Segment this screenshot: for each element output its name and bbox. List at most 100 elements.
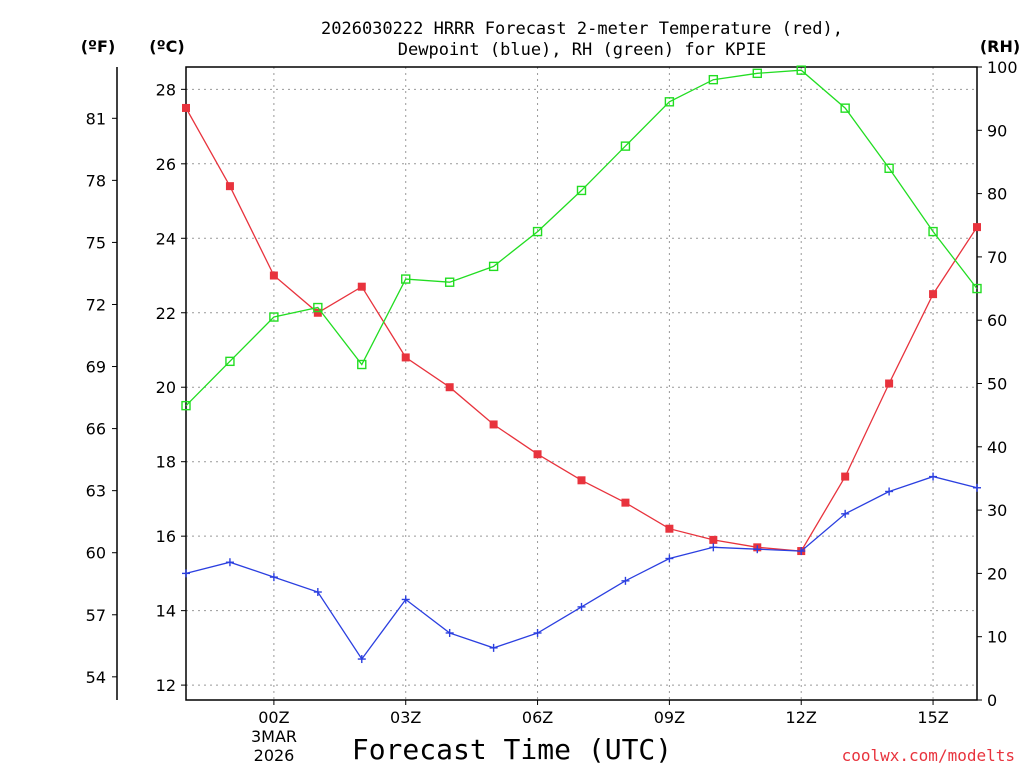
rh-point <box>708 74 719 85</box>
celsius-tick-label: 18 <box>156 453 176 472</box>
2-meter-temperature-point <box>401 353 410 362</box>
2-meter-temperature-line <box>185 107 978 552</box>
x-tick-label: 15Z <box>917 708 948 727</box>
fahrenheit-tick-label: 69 <box>86 358 106 377</box>
rh-tick-label: 40 <box>987 438 1007 457</box>
dewpoint-point <box>753 545 762 554</box>
rh-tick-label: 20 <box>987 564 1007 583</box>
fahrenheit-tick-label: 81 <box>86 109 106 128</box>
fahrenheit-tick-label: 63 <box>86 482 106 501</box>
chart-title-line2: Dewpoint (blue), RH (green) for KPIE <box>398 40 766 60</box>
dewpoint-point <box>797 547 806 556</box>
dewpoint-point <box>533 628 542 637</box>
rh-point <box>225 356 235 367</box>
rh-tick-label: 30 <box>987 501 1007 520</box>
rh-tick-label: 60 <box>987 311 1007 330</box>
rh-point <box>664 97 675 107</box>
rh-point <box>972 283 982 294</box>
dewpoint-point <box>621 576 630 585</box>
rh-tick-label: 100 <box>987 58 1018 77</box>
dewpoint-line <box>185 475 978 661</box>
2-meter-temperature-point <box>225 182 234 191</box>
dewpoint-point <box>577 602 586 611</box>
2-meter-temperature-point <box>182 103 190 112</box>
rh-point <box>532 226 543 237</box>
fahrenheit-unit-label: (ºF) <box>81 37 116 56</box>
rh-tick-label: 70 <box>987 248 1007 267</box>
2-meter-temperature-point <box>841 472 850 481</box>
celsius-tick-label: 28 <box>156 80 176 99</box>
dewpoint-point <box>401 595 410 604</box>
2-meter-temperature-point <box>577 476 586 485</box>
rh-tick-label: 10 <box>987 628 1007 647</box>
2-meter-temperature-point <box>621 498 630 507</box>
rh-point <box>928 226 938 237</box>
2-meter-temperature-point <box>973 223 981 232</box>
rh-point <box>796 65 806 75</box>
celsius-tick-label: 24 <box>156 229 176 248</box>
rh-point <box>840 103 850 113</box>
fahrenheit-tick-label: 75 <box>86 233 106 252</box>
rh-point <box>181 400 191 411</box>
celsius-tick-label: 12 <box>156 676 176 695</box>
dewpoint-point <box>313 588 322 597</box>
x-tick-label: 00Z <box>258 708 289 727</box>
credit-text: coolwx.com/modelts <box>842 746 1015 765</box>
celsius-tick-label: 26 <box>156 155 176 174</box>
dewpoint-point <box>445 628 454 637</box>
rh-point <box>884 163 894 173</box>
rh-point <box>401 274 411 284</box>
dewpoint-point <box>973 483 981 492</box>
axes-layer: 12 14 16 18 20 22 24 26 28 54 57 60 63 66 69 72 75 78 81 0 1… <box>86 58 1018 727</box>
x-axis-title: Forecast Time (UTC) <box>352 733 672 766</box>
x-tick-label: 09Z <box>654 708 685 727</box>
dewpoint-point <box>357 655 366 664</box>
rh-point <box>444 277 455 287</box>
2-meter-temperature-point <box>357 282 366 291</box>
rh-line <box>185 69 978 407</box>
dewpoint-point <box>885 487 894 496</box>
dewpoint-point <box>225 558 234 567</box>
2-meter-temperature-point <box>313 308 322 317</box>
celsius-unit-label: (ºC) <box>149 37 184 56</box>
x-tick-label: 12Z <box>786 708 817 727</box>
x-date-label-year: 2026 <box>254 746 295 765</box>
celsius-tick-label: 16 <box>156 527 176 546</box>
2-meter-temperature-point <box>445 383 454 392</box>
dewpoint-point <box>489 643 498 652</box>
rh-point <box>357 359 367 370</box>
2-meter-temperature-point <box>489 420 498 429</box>
dewpoint-point <box>269 573 278 582</box>
2-meter-temperature-point <box>885 379 894 388</box>
series-layer <box>181 65 982 664</box>
dewpoint-point <box>709 543 718 552</box>
fahrenheit-tick-label: 66 <box>86 420 106 439</box>
rh-point <box>313 302 323 313</box>
dewpoint-point <box>841 509 850 518</box>
fahrenheit-tick-label: 72 <box>86 295 106 314</box>
dewpoint-point <box>182 569 190 578</box>
rh-point <box>576 185 587 196</box>
rh-point <box>752 68 762 79</box>
2-meter-temperature-point <box>709 535 718 544</box>
fahrenheit-tick-label: 78 <box>86 171 106 190</box>
chart-title-line1: 2026030222 HRRR Forecast 2-meter Tempera… <box>321 19 843 39</box>
fahrenheit-tick-label: 60 <box>86 544 106 563</box>
rh-tick-label: 90 <box>987 121 1007 140</box>
rh-point <box>620 141 631 151</box>
celsius-tick-label: 20 <box>156 378 176 397</box>
2-meter-temperature-point <box>533 450 542 459</box>
dewpoint-point <box>665 554 674 563</box>
2-meter-temperature-point <box>269 271 278 280</box>
dewpoint-point <box>929 472 938 481</box>
2-meter-temperature-point <box>665 524 674 533</box>
rh-point <box>488 261 499 272</box>
x-date-label-day: 3MAR <box>251 727 297 746</box>
rh-tick-label: 0 <box>987 691 997 710</box>
2-meter-temperature-point <box>929 290 938 299</box>
x-tick-label: 06Z <box>522 708 553 727</box>
fahrenheit-tick-label: 57 <box>86 606 106 625</box>
rh-tick-label: 80 <box>987 185 1007 204</box>
rh-tick-label: 50 <box>987 375 1007 394</box>
